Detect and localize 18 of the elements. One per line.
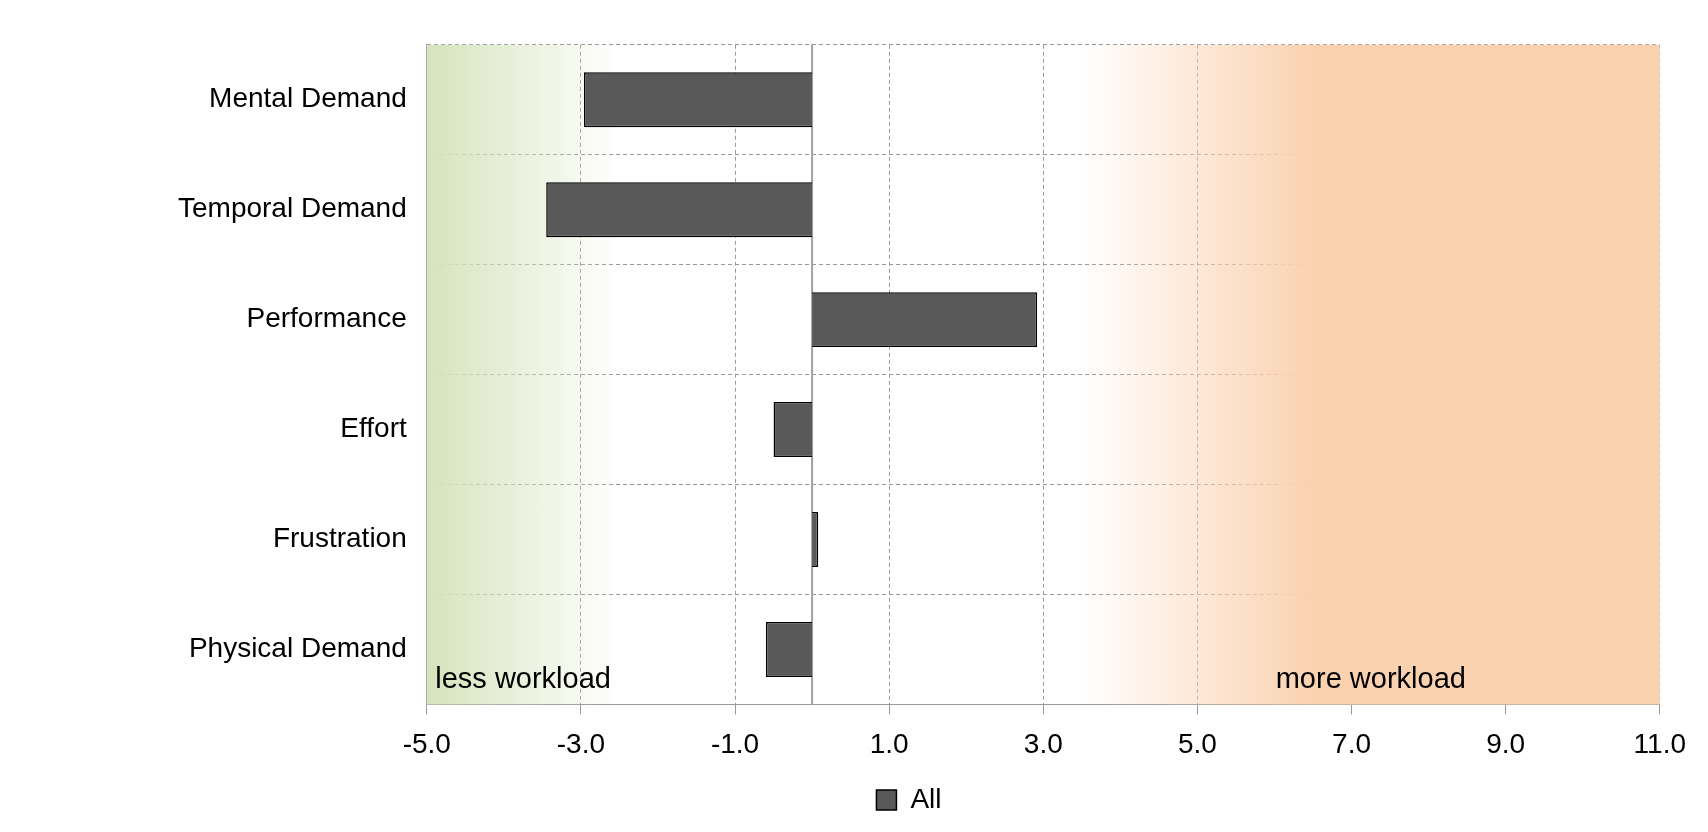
x-tick-label: 11.0 [1633,727,1686,759]
x-tick-label: 3.0 [1023,727,1063,759]
y-tick-label: Performance [246,302,407,334]
y-tick-label: Physical Demand [188,632,407,664]
x-tick-label: -1.0 [710,727,760,759]
x-tick-label: -3.0 [556,727,606,759]
x-tick-label: -5.0 [402,727,451,759]
legend-label: All [910,782,942,814]
band-label: less workload [435,661,611,694]
x-tick-label: 5.0 [1177,727,1217,759]
x-tick-label: 7.0 [1332,727,1371,759]
y-tick-label: Effort [340,412,407,444]
x-tick-label: 1.0 [869,727,909,759]
x-tick-label: 9.0 [1486,727,1526,759]
band-label: more workload [1275,661,1466,694]
y-tick-label: Mental Demand [209,82,407,114]
y-tick-label: Temporal Demand [177,192,407,224]
y-tick-label: Frustration [272,522,407,554]
